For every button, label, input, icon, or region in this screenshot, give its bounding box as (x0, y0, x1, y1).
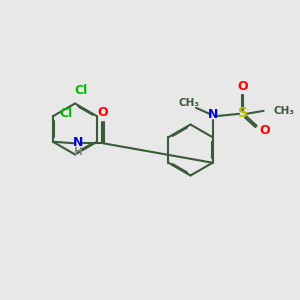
Text: Cl: Cl (60, 107, 73, 120)
Text: CH₃: CH₃ (179, 98, 200, 108)
Text: H: H (74, 147, 83, 157)
Text: Cl: Cl (74, 83, 88, 97)
Text: O: O (237, 80, 248, 93)
Text: O: O (259, 124, 270, 136)
Text: S: S (238, 106, 248, 120)
Text: N: N (207, 108, 218, 121)
Text: O: O (98, 106, 108, 118)
Text: N: N (73, 136, 84, 148)
Text: CH₃: CH₃ (274, 106, 295, 116)
